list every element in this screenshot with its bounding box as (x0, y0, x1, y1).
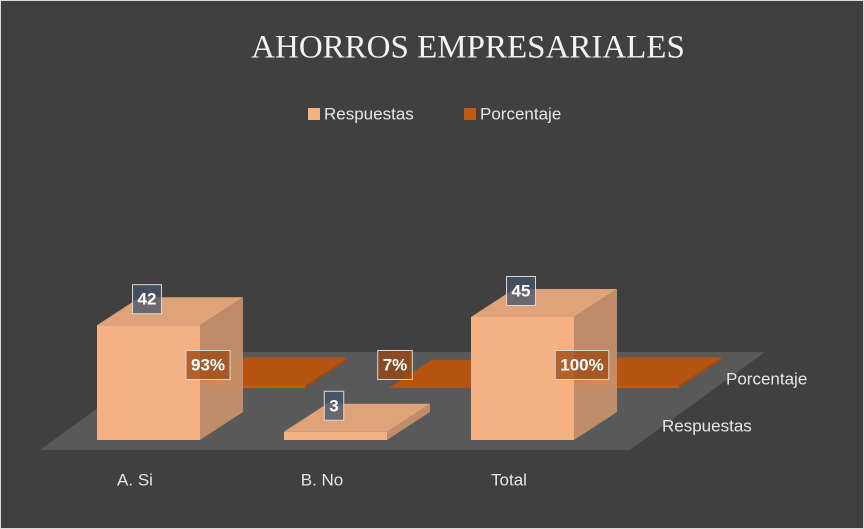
bar-side (387, 403, 430, 440)
data-label: 93% (191, 355, 225, 374)
bar (576, 385, 679, 388)
legend-label: Respuestas (324, 104, 414, 123)
legend-label: Porcentaje (480, 104, 561, 123)
data-label: 100% (560, 355, 603, 374)
bar (284, 431, 387, 440)
depth-label: Respuestas (662, 416, 752, 435)
data-label-box (377, 349, 413, 380)
x-tick-label: B. No (301, 470, 344, 489)
data-label-box (554, 349, 610, 380)
bar-side (305, 357, 348, 388)
data-label-box (323, 390, 345, 421)
legend-swatch (308, 108, 320, 120)
x-tick-label: Total (491, 470, 527, 489)
depth-label: Porcentaje (726, 369, 807, 388)
data-label: 3 (329, 396, 338, 415)
data-label: 42 (138, 290, 157, 309)
legend-swatch (464, 108, 476, 120)
data-label-box (185, 349, 231, 380)
bar-top (284, 403, 430, 432)
bar-side (679, 357, 722, 388)
bar (97, 325, 200, 440)
data-label: 45 (512, 281, 531, 300)
data-label-box (132, 284, 162, 315)
chart-title: AHORROS EMPRESARIALES (251, 30, 685, 66)
bar (202, 385, 305, 388)
data-label-box (506, 275, 536, 306)
x-tick-label: A. Si (117, 470, 153, 489)
data-label: 7% (383, 355, 408, 374)
